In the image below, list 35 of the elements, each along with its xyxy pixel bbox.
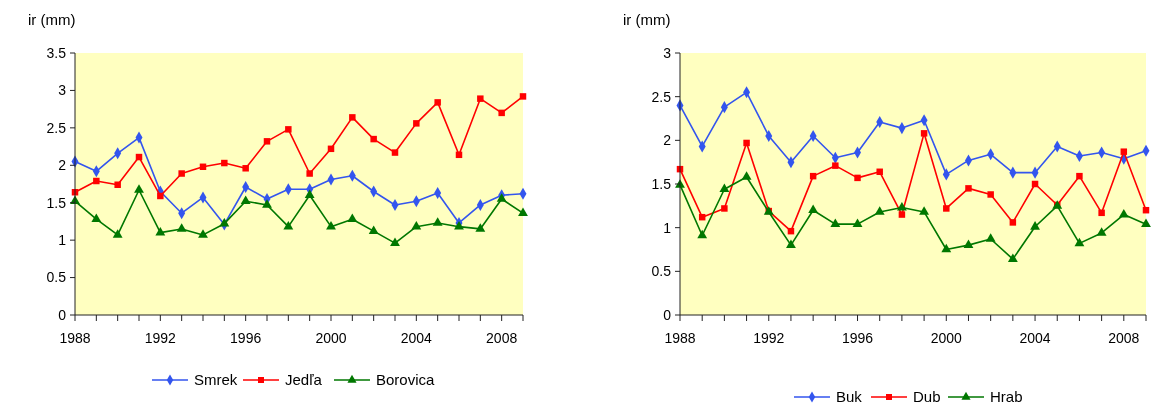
legend-label: Hrab [990,388,1023,406]
y-tick-label: 0 [58,306,67,323]
legend-label: Dub [913,388,941,406]
y-axis-title: ir (mm) [623,11,671,28]
legend-label: Buk [836,388,863,406]
x-tick-label: 2000 [930,330,963,346]
y-tick-label: 3.5 [46,44,67,61]
legend-label: Smrek [194,371,238,389]
x-tick-label: 2000 [315,330,347,346]
y-tick-label: 0.5 [651,263,672,280]
y-tick-label: 2.5 [651,88,672,105]
x-tick-label: 1996 [841,330,874,346]
x-tick-label: 1988 [664,330,696,346]
y-tick-label: 1 [663,219,672,236]
legend-label: Borovica [376,371,436,389]
x-tick-label: 1988 [59,330,91,346]
x-tick-label: 1992 [144,330,177,346]
y-tick-label: 1.5 [651,175,672,192]
x-tick-label: 1992 [753,330,785,346]
y-tick-label: 2 [663,132,672,149]
y-tick-label: 3 [663,44,672,61]
y-tick-label: 2 [58,157,67,174]
y-tick-label: 3 [58,82,67,99]
x-tick-label: 2004 [400,330,433,346]
x-tick-label: 2008 [486,330,518,346]
legend-label: Jedľa [285,371,323,389]
y-tick-label: 0 [663,306,672,323]
y-tick-label: 0.5 [46,269,67,286]
y-tick-label: 1.5 [46,194,67,211]
y-axis-title: ir (mm) [28,11,76,28]
y-tick-label: 2.5 [46,119,67,136]
x-tick-label: 2008 [1108,330,1140,346]
x-tick-label: 1996 [230,330,262,346]
y-tick-label: 1 [58,232,67,249]
x-tick-label: 2004 [1019,330,1051,346]
